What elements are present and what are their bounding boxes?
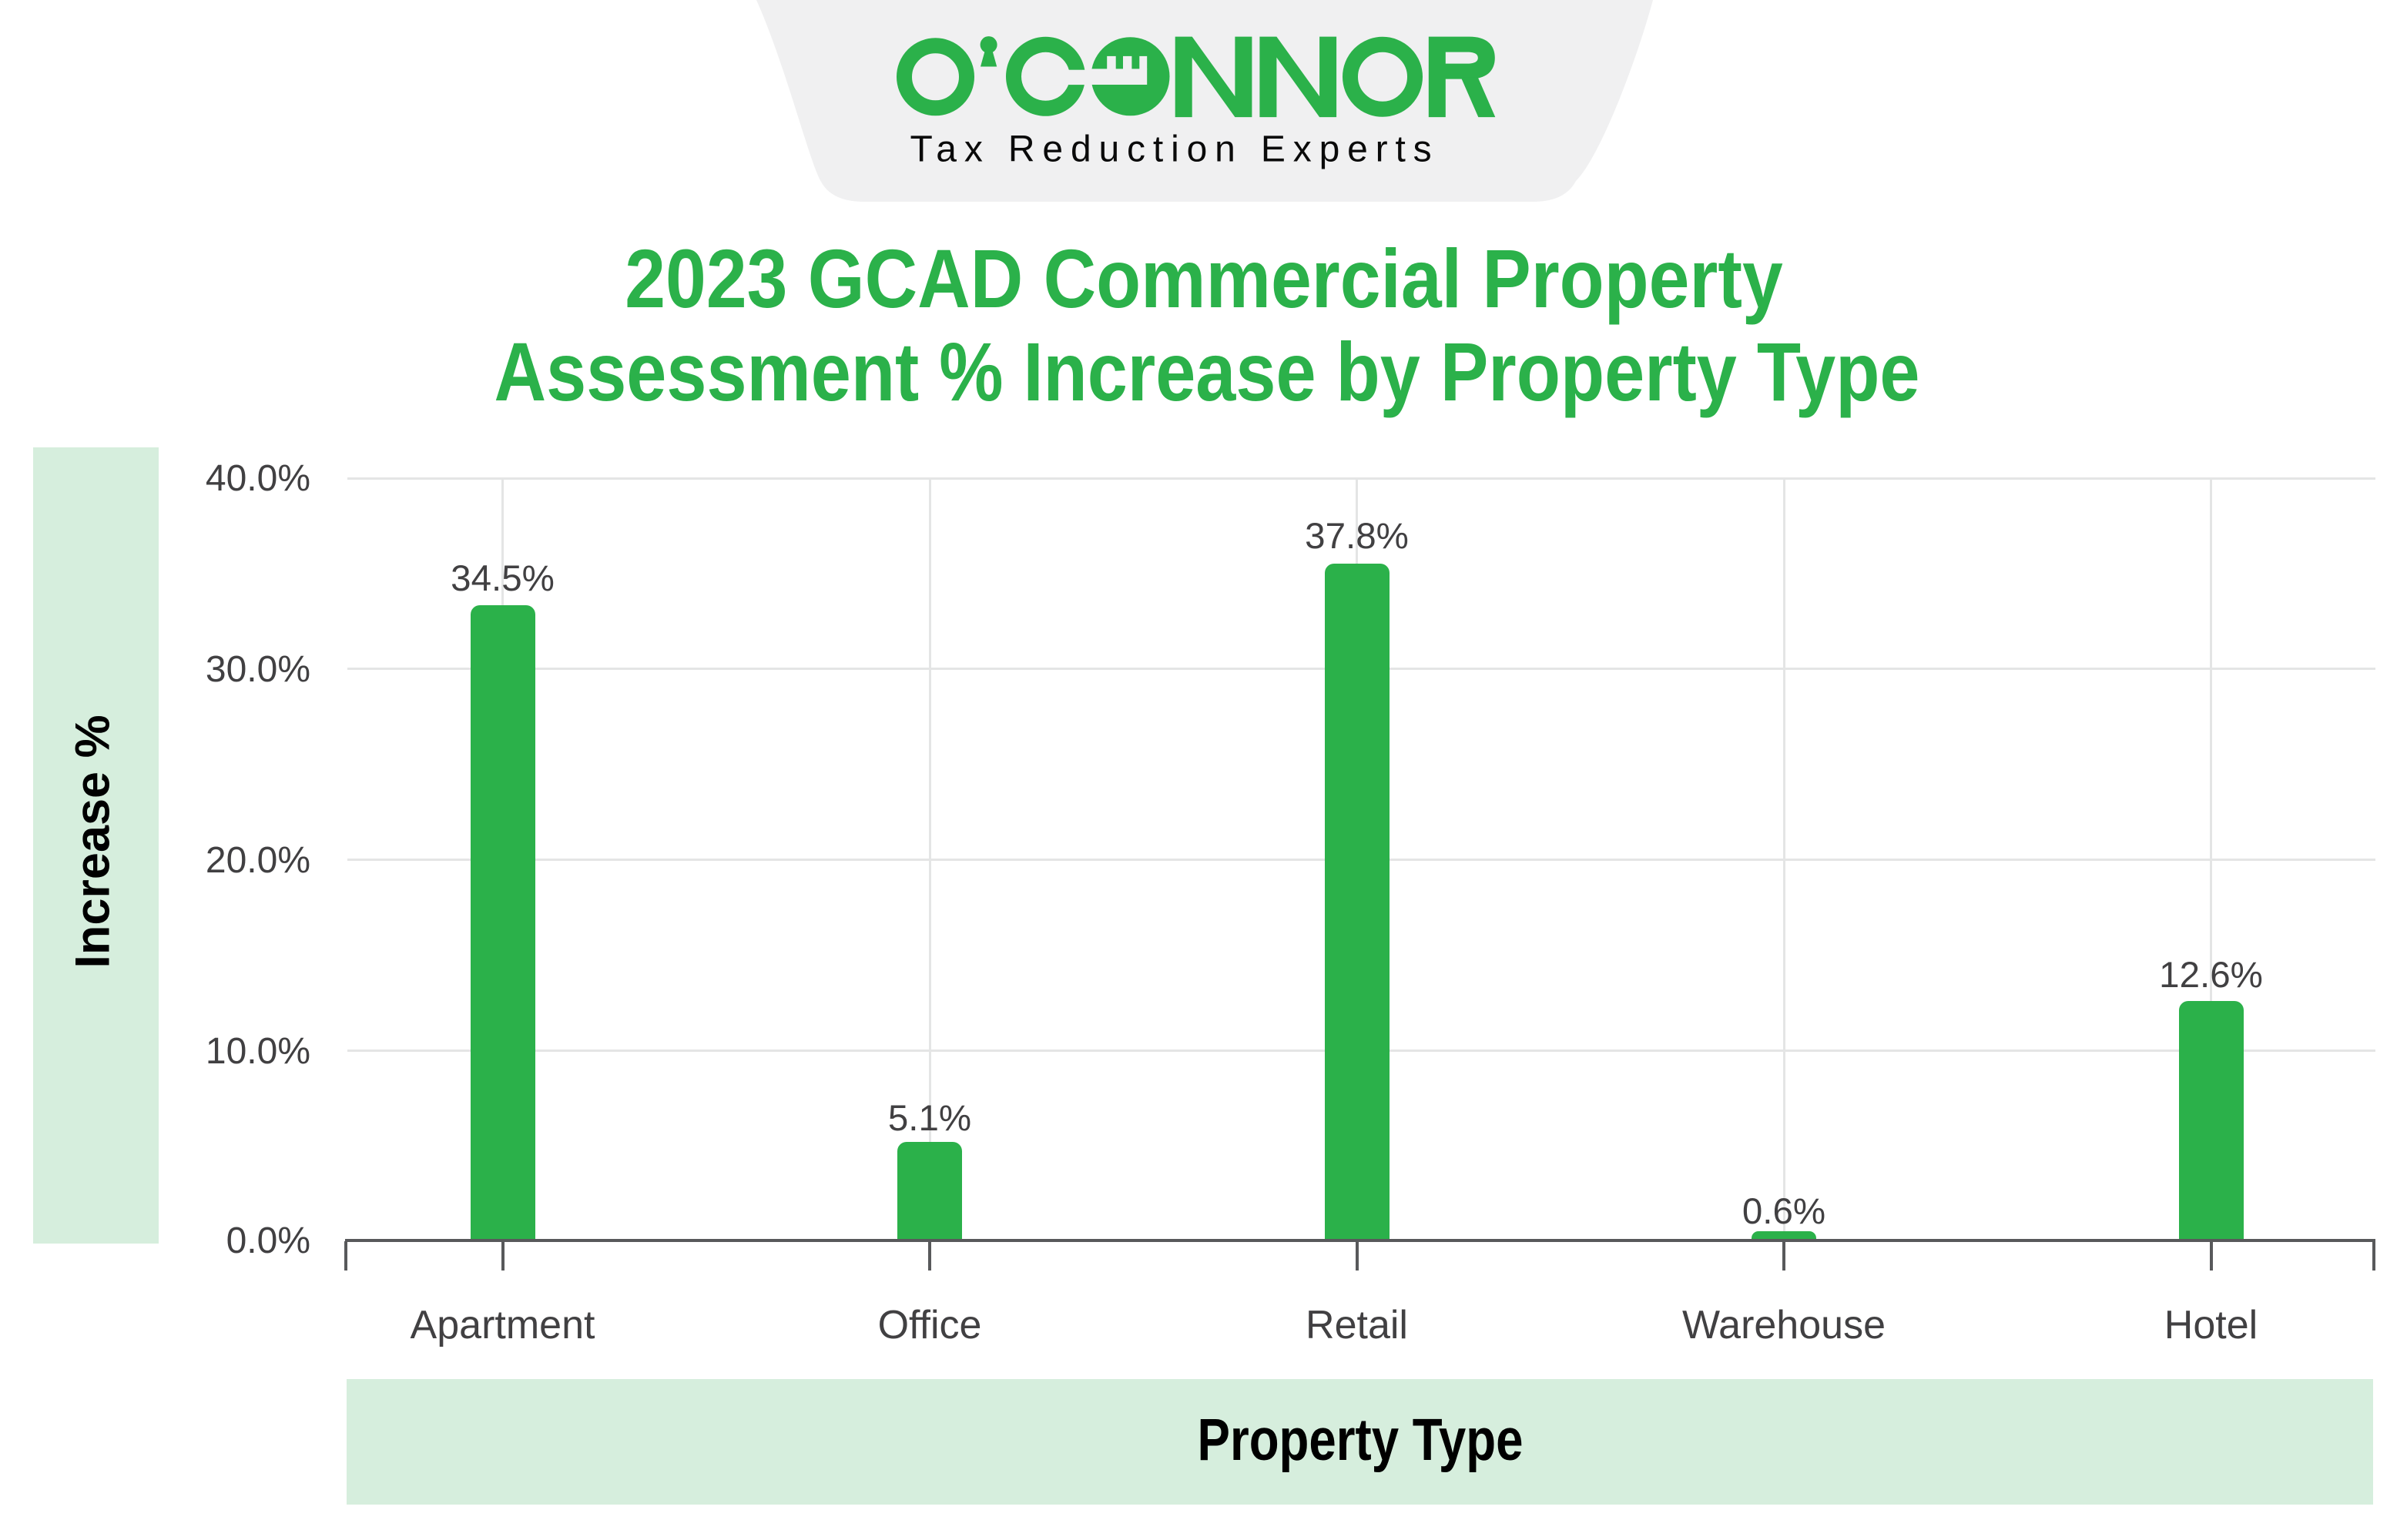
svg-text:Tax Reduction Experts: Tax Reduction Experts [910, 129, 1439, 169]
